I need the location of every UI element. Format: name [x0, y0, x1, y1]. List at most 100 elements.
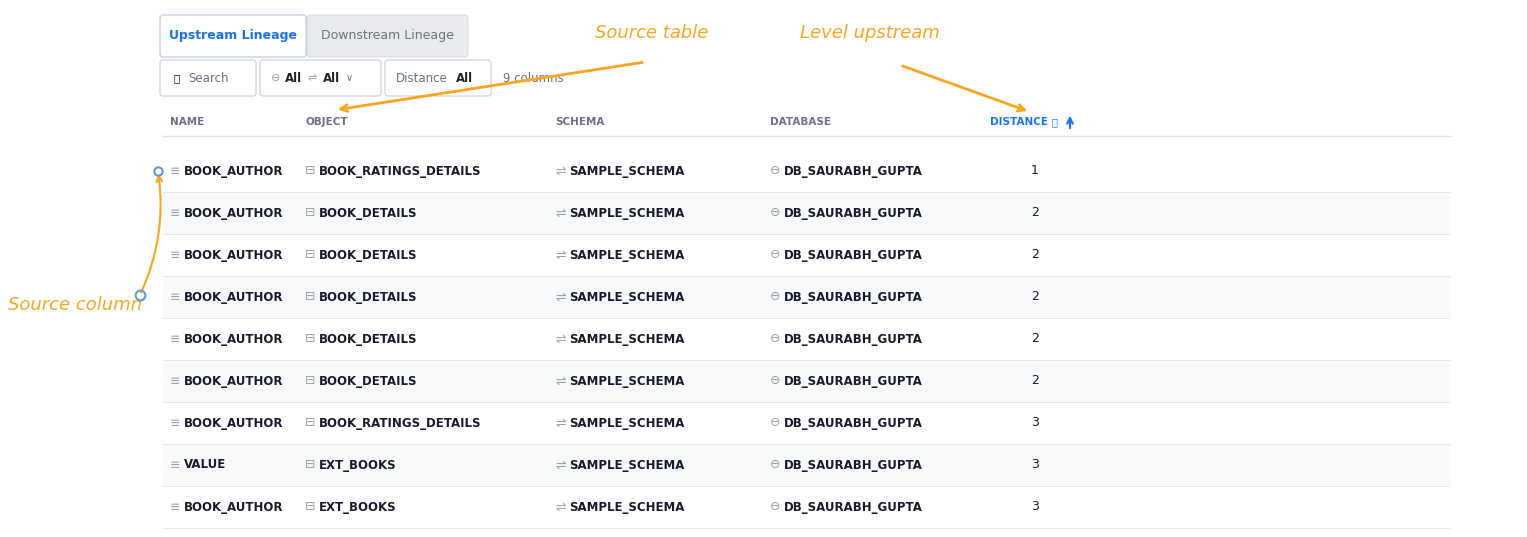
Text: ⊟: ⊟ — [305, 207, 316, 220]
Text: ≡: ≡ — [169, 164, 180, 178]
Text: ⊖: ⊖ — [770, 374, 780, 388]
Text: ⊟: ⊟ — [305, 332, 316, 345]
Bar — [163, 486, 1451, 528]
Text: SAMPLE_SCHEMA: SAMPLE_SCHEMA — [570, 207, 684, 220]
Text: 2: 2 — [1031, 374, 1038, 388]
Text: 2: 2 — [1031, 249, 1038, 262]
Text: SCHEMA: SCHEMA — [554, 117, 605, 127]
Text: BOOK_RATINGS_DETAILS: BOOK_RATINGS_DETAILS — [319, 164, 481, 178]
Text: SAMPLE_SCHEMA: SAMPLE_SCHEMA — [570, 249, 684, 262]
Text: Source table: Source table — [596, 24, 709, 42]
Text: ⊖: ⊖ — [770, 207, 780, 220]
Text: ⇌: ⇌ — [554, 207, 565, 220]
Text: Search: Search — [188, 71, 229, 84]
Text: Upstream Lineage: Upstream Lineage — [169, 30, 296, 42]
Text: ⇌: ⇌ — [554, 459, 565, 471]
FancyBboxPatch shape — [307, 15, 467, 57]
Text: BOOK_AUTHOR: BOOK_AUTHOR — [183, 417, 284, 430]
Text: DB_SAURABH_GUPTA: DB_SAURABH_GUPTA — [783, 417, 922, 430]
Bar — [163, 276, 1451, 318]
Text: SAMPLE_SCHEMA: SAMPLE_SCHEMA — [570, 332, 684, 345]
Text: Source column: Source column — [8, 296, 142, 314]
Text: ⇌: ⇌ — [554, 417, 565, 430]
Text: ⊖: ⊖ — [770, 417, 780, 430]
Text: 2: 2 — [1031, 207, 1038, 220]
Text: BOOK_AUTHOR: BOOK_AUTHOR — [183, 249, 284, 262]
Text: ⊖: ⊖ — [770, 164, 780, 178]
Text: DB_SAURABH_GUPTA: DB_SAURABH_GUPTA — [783, 291, 922, 303]
Text: DISTANCE: DISTANCE — [989, 117, 1048, 127]
Text: Downstream Lineage: Downstream Lineage — [321, 30, 454, 42]
Text: Distance: Distance — [395, 71, 447, 84]
Bar — [163, 234, 1451, 276]
Text: 9 columns: 9 columns — [502, 71, 563, 84]
Text: Level upstream: Level upstream — [800, 24, 939, 42]
Text: ≡: ≡ — [169, 249, 180, 262]
Text: BOOK_AUTHOR: BOOK_AUTHOR — [183, 207, 284, 220]
Text: NAME: NAME — [169, 117, 205, 127]
Text: BOOK_DETAILS: BOOK_DETAILS — [319, 332, 417, 345]
Text: ≡: ≡ — [169, 291, 180, 303]
Text: 3: 3 — [1031, 459, 1038, 471]
Text: BOOK_DETAILS: BOOK_DETAILS — [319, 249, 417, 262]
Text: BOOK_AUTHOR: BOOK_AUTHOR — [183, 500, 284, 513]
Text: 1: 1 — [1031, 164, 1038, 178]
Text: ⊖: ⊖ — [770, 500, 780, 513]
Text: OBJECT: OBJECT — [305, 117, 348, 127]
Text: ⇌: ⇌ — [554, 374, 565, 388]
Text: ⇌: ⇌ — [554, 291, 565, 303]
Text: ≡: ≡ — [169, 374, 180, 388]
Text: ≡: ≡ — [169, 417, 180, 430]
Text: ⊟: ⊟ — [305, 164, 316, 178]
Text: ⊖: ⊖ — [770, 249, 780, 262]
Text: ≡: ≡ — [169, 500, 180, 513]
Bar — [163, 402, 1451, 444]
Text: All: All — [457, 71, 473, 84]
Bar — [163, 150, 1451, 192]
FancyBboxPatch shape — [260, 60, 382, 96]
Text: DB_SAURABH_GUPTA: DB_SAURABH_GUPTA — [783, 164, 922, 178]
Text: DB_SAURABH_GUPTA: DB_SAURABH_GUPTA — [783, 207, 922, 220]
FancyBboxPatch shape — [160, 60, 257, 96]
Text: ⊟: ⊟ — [305, 500, 316, 513]
Text: ⊟: ⊟ — [305, 417, 316, 430]
Text: SAMPLE_SCHEMA: SAMPLE_SCHEMA — [570, 417, 684, 430]
Text: SAMPLE_SCHEMA: SAMPLE_SCHEMA — [570, 164, 684, 178]
Text: BOOK_AUTHOR: BOOK_AUTHOR — [183, 164, 284, 178]
Text: EXT_BOOKS: EXT_BOOKS — [319, 459, 397, 471]
Text: DATABASE: DATABASE — [770, 117, 831, 127]
Text: BOOK_DETAILS: BOOK_DETAILS — [319, 291, 417, 303]
Bar — [163, 444, 1451, 486]
Text: 🔍: 🔍 — [173, 73, 179, 83]
FancyBboxPatch shape — [385, 60, 492, 96]
Text: ⊖: ⊖ — [770, 291, 780, 303]
Text: DB_SAURABH_GUPTA: DB_SAURABH_GUPTA — [783, 332, 922, 345]
Text: 3: 3 — [1031, 500, 1038, 513]
Text: 2: 2 — [1031, 332, 1038, 345]
Text: ⇌: ⇌ — [554, 249, 565, 262]
Text: SAMPLE_SCHEMA: SAMPLE_SCHEMA — [570, 291, 684, 303]
Text: BOOK_AUTHOR: BOOK_AUTHOR — [183, 374, 284, 388]
Text: BOOK_DETAILS: BOOK_DETAILS — [319, 374, 417, 388]
Text: ⊖: ⊖ — [270, 73, 281, 83]
Text: EXT_BOOKS: EXT_BOOKS — [319, 500, 397, 513]
Text: ⇌: ⇌ — [554, 500, 565, 513]
Text: All: All — [286, 71, 302, 84]
Text: BOOK_AUTHOR: BOOK_AUTHOR — [183, 291, 284, 303]
Text: BOOK_DETAILS: BOOK_DETAILS — [319, 207, 417, 220]
Text: ≡: ≡ — [169, 459, 180, 471]
Text: SAMPLE_SCHEMA: SAMPLE_SCHEMA — [570, 500, 684, 513]
FancyBboxPatch shape — [160, 15, 305, 57]
Text: ⇌: ⇌ — [554, 332, 565, 345]
Bar — [163, 192, 1451, 234]
Text: All: All — [324, 71, 341, 84]
Text: ≡: ≡ — [169, 332, 180, 345]
Text: ≡: ≡ — [169, 207, 180, 220]
Text: DB_SAURABH_GUPTA: DB_SAURABH_GUPTA — [783, 459, 922, 471]
Text: DB_SAURABH_GUPTA: DB_SAURABH_GUPTA — [783, 249, 922, 262]
Text: ⊟: ⊟ — [305, 374, 316, 388]
Text: SAMPLE_SCHEMA: SAMPLE_SCHEMA — [570, 374, 684, 388]
Text: BOOK_AUTHOR: BOOK_AUTHOR — [183, 332, 284, 345]
Text: ⊟: ⊟ — [305, 291, 316, 303]
Text: ⊟: ⊟ — [305, 249, 316, 262]
